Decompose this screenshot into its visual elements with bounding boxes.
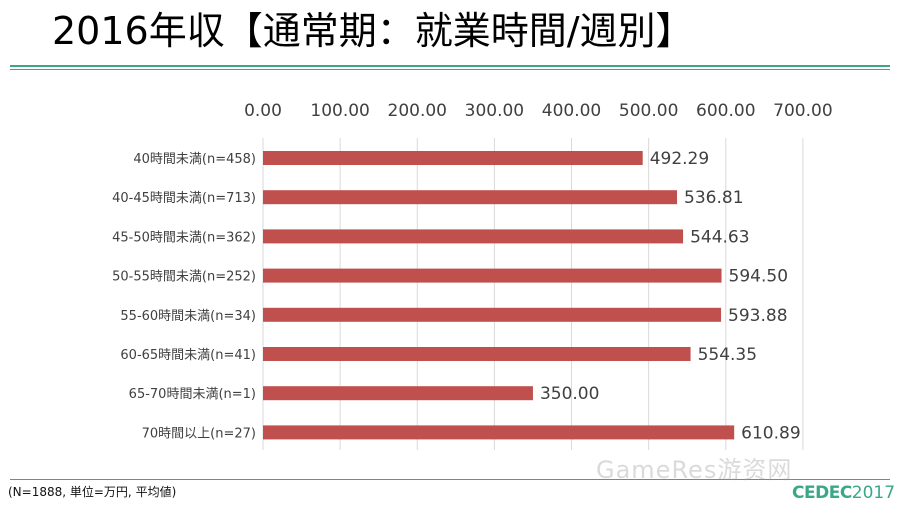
bar-chart: 0.00 100.00 200.00 300.00 400.00 500.00 600.00… [112,101,833,450]
category-label: 40-45時間未満(n=713) [112,191,256,206]
category-label: 60-65時間未満(n=41) [120,348,256,363]
bar [263,386,533,401]
bar [263,307,722,322]
x-tick-label: 600.00 [696,101,755,121]
x-axis-ticks: 0.00 100.00 200.00 300.00 400.00 500.00 600.00… [244,101,833,121]
data-label: 554.35 [698,345,757,365]
category-label: 55-60時間未満(n=34) [120,309,256,324]
category-label: 45-50時間未満(n=362) [112,230,256,245]
data-label: 544.63 [690,227,749,247]
data-label: 594.50 [729,267,788,287]
bars [263,151,735,440]
bar [263,190,678,205]
footer-divider [10,479,890,480]
data-label: 610.89 [741,423,800,443]
gridlines [262,138,804,450]
title-divider [10,65,890,67]
category-label: 40時間未満(n=458) [133,152,256,167]
data-label: 593.88 [728,306,787,326]
title-divider-thin [10,69,890,70]
bar [263,151,643,165]
data-label: 536.81 [684,188,743,208]
x-tick-label: 200.00 [388,101,447,121]
x-tick-label: 100.00 [310,101,369,121]
bar [263,425,735,440]
bar [263,347,691,361]
category-label: 65-70時間未満(n=1) [129,387,256,402]
category-label: 70時間以上(n=27) [142,426,256,441]
x-tick-label: 400.00 [542,101,601,121]
cedec-logo: CEDEC2017 [792,482,895,504]
x-tick-label: 300.00 [465,101,524,121]
data-label: 492.29 [650,149,709,169]
bar [263,268,722,283]
page-title: 2016年収【通常期：就業時間/週別】 [52,9,694,53]
footnote: (N=1888, 単位=万円, 平均値) [8,485,177,499]
data-labels: 492.29 536.81 544.63 594.50 593.88 554.35 350.… [540,149,801,443]
bar [263,229,684,244]
watermark: GameRes游资网 [596,456,793,484]
logo-year: 2017 [851,483,896,503]
logo-brand: CEDEC [792,483,852,503]
category-label: 50-55時間未満(n=252) [112,270,256,285]
category-labels: 40時間未満(n=458) 40-45時間未満(n=713) 45-50時間未満(n… [112,152,256,441]
x-tick-label: 700.00 [773,101,832,121]
x-tick-label: 0.00 [244,101,282,121]
data-label: 350.00 [540,384,599,404]
x-tick-label: 500.00 [619,101,678,121]
